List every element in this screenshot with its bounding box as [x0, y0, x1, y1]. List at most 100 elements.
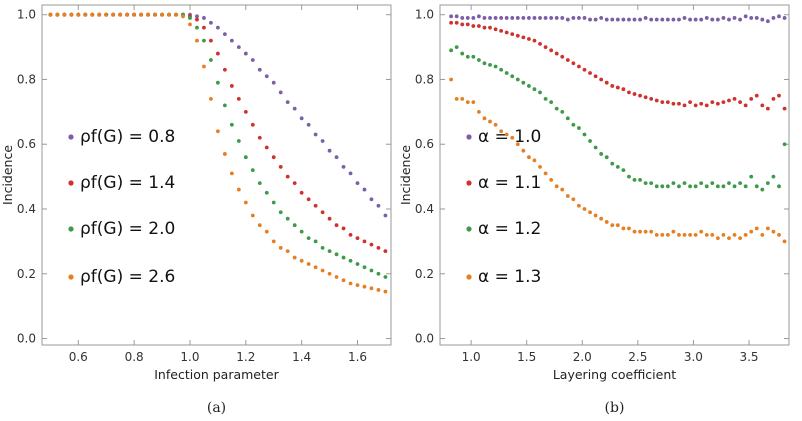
data-point — [715, 236, 720, 241]
data-point — [376, 288, 381, 292]
data-point — [765, 226, 770, 231]
legend-marker — [68, 226, 74, 232]
data-point — [710, 181, 715, 186]
data-point — [643, 229, 648, 234]
data-point — [499, 16, 504, 20]
data-point — [299, 116, 304, 121]
data-point — [334, 275, 339, 279]
data-point — [369, 197, 374, 202]
data-point — [222, 32, 227, 37]
data-point — [449, 14, 454, 19]
data-point — [521, 148, 526, 153]
data-point — [299, 229, 304, 234]
data-point — [306, 122, 311, 127]
data-point — [654, 184, 659, 189]
data-point — [777, 184, 781, 189]
plot-frame — [41, 4, 392, 346]
legend-entry: ρf(G) = 1.4 — [80, 173, 175, 193]
data-point — [313, 132, 318, 137]
data-point — [362, 239, 367, 244]
data-point — [688, 100, 692, 105]
data-point — [504, 71, 509, 75]
data-point — [565, 194, 570, 198]
data-point — [236, 97, 241, 101]
legend-marker — [466, 134, 472, 140]
data-point — [582, 16, 587, 20]
data-point — [471, 54, 476, 59]
data-point — [638, 229, 642, 234]
data-point — [699, 181, 704, 186]
data-point — [236, 45, 241, 49]
data-point — [615, 85, 620, 90]
data-point — [699, 101, 704, 106]
data-point — [543, 16, 548, 20]
data-point — [738, 17, 742, 22]
data-point — [292, 255, 297, 260]
data-point — [638, 177, 642, 182]
legend-entry: α = 1.2 — [478, 219, 541, 239]
data-point — [482, 16, 487, 20]
data-point — [153, 12, 157, 17]
data-point — [743, 184, 748, 189]
data-point — [727, 236, 731, 241]
x-tick-label: 1.6 — [348, 350, 367, 364]
data-point — [604, 155, 609, 160]
data-point — [341, 165, 346, 169]
data-point — [599, 216, 604, 221]
data-point — [278, 90, 283, 95]
y-tick-label: 0.0 — [17, 332, 36, 346]
data-point — [477, 24, 481, 28]
data-point — [454, 20, 459, 25]
data-point — [250, 58, 255, 62]
data-point — [465, 22, 470, 27]
data-point — [271, 155, 276, 160]
data-point — [721, 100, 726, 105]
data-point — [271, 239, 276, 244]
series-1 — [449, 20, 787, 111]
data-point — [477, 58, 481, 62]
data-point — [313, 265, 318, 270]
data-point — [760, 187, 765, 192]
data-point — [782, 142, 787, 147]
data-point — [471, 100, 476, 105]
data-point — [727, 181, 731, 186]
legend-marker — [68, 180, 74, 186]
data-point — [632, 17, 637, 22]
data-point — [677, 101, 681, 106]
data-point — [460, 16, 465, 20]
data-point — [250, 213, 255, 218]
data-point — [383, 289, 388, 294]
series-2 — [449, 45, 787, 192]
data-point — [285, 174, 290, 179]
data-point — [195, 38, 199, 43]
data-point — [749, 97, 754, 101]
data-point — [599, 152, 604, 156]
data-point — [504, 30, 509, 35]
data-point — [334, 155, 339, 160]
data-point — [160, 12, 164, 17]
data-point — [754, 16, 759, 20]
data-point — [488, 16, 492, 20]
data-point — [202, 64, 206, 69]
data-point — [167, 12, 171, 17]
data-point — [571, 61, 576, 66]
data-point — [264, 145, 269, 150]
data-point — [229, 171, 234, 176]
data-point — [615, 165, 620, 169]
data-point — [69, 12, 74, 17]
data-point — [527, 84, 531, 88]
data-point — [704, 103, 709, 108]
data-point — [660, 233, 665, 237]
series-3 — [48, 12, 388, 294]
data-point — [222, 152, 227, 156]
data-point — [454, 45, 459, 49]
data-point — [488, 119, 492, 124]
data-point — [732, 184, 737, 189]
data-point — [715, 184, 720, 189]
data-point — [715, 101, 720, 106]
data-point — [195, 25, 199, 30]
data-point — [209, 20, 213, 25]
data-point — [383, 275, 388, 279]
data-point — [341, 226, 346, 231]
data-point — [369, 268, 374, 273]
